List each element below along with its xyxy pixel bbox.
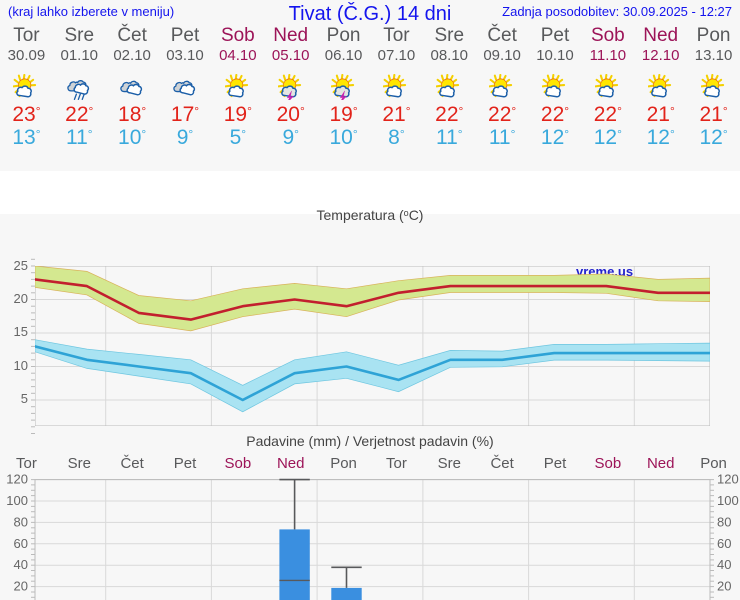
svg-text:100: 100: [6, 493, 28, 508]
svg-text:40: 40: [14, 557, 28, 572]
svg-text:40: 40: [717, 557, 731, 572]
svg-text:20: 20: [717, 579, 731, 594]
svg-text:60: 60: [14, 536, 28, 551]
svg-text:80: 80: [14, 514, 28, 529]
svg-text:80: 80: [717, 514, 731, 529]
svg-text:100: 100: [717, 493, 739, 508]
svg-text:60: 60: [717, 536, 731, 551]
svg-text:20: 20: [14, 579, 28, 594]
svg-text:120: 120: [6, 472, 28, 487]
svg-text:120: 120: [717, 472, 739, 487]
